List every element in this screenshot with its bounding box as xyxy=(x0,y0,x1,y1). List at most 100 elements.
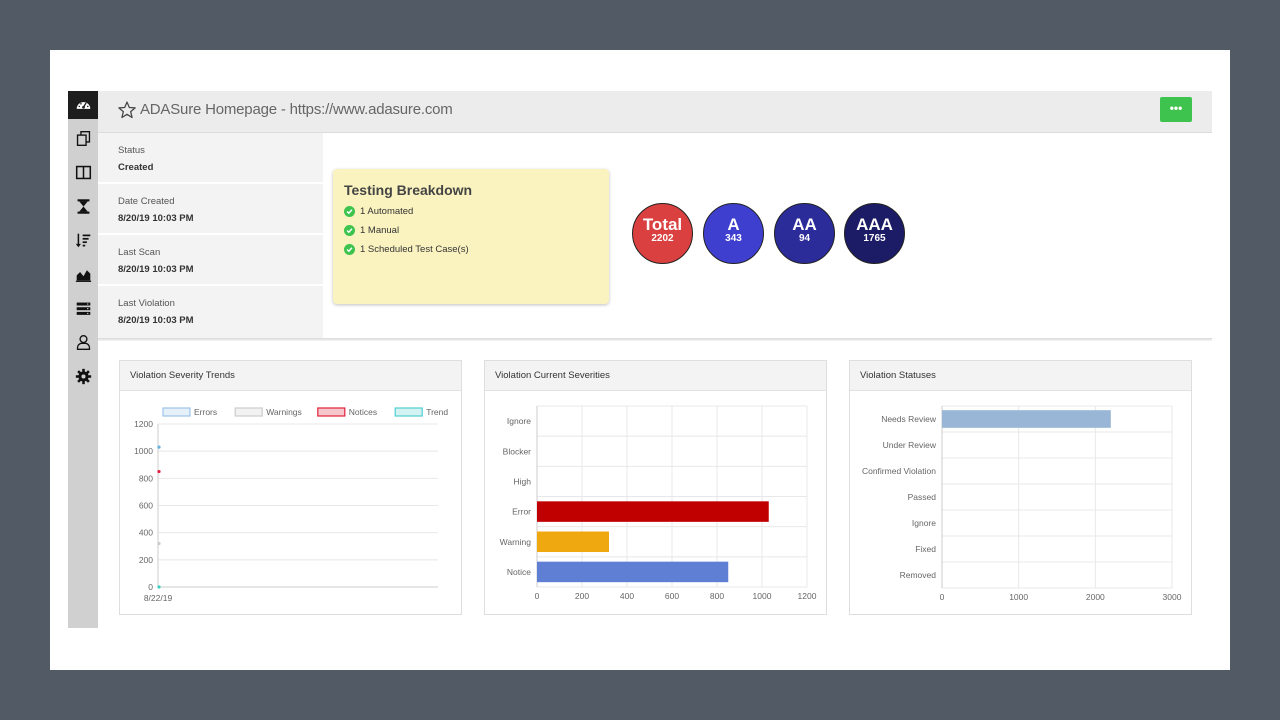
y-tick-label: 600 xyxy=(139,501,153,511)
area-chart-icon xyxy=(75,269,91,282)
app-window: ADASure Homepage - https://www.adasure.c… xyxy=(68,91,1212,628)
y-tick-label: Ignore xyxy=(507,416,531,426)
sidebar-item-dashboard[interactable] xyxy=(68,91,98,119)
x-tick-label: 1000 xyxy=(753,591,772,601)
star-icon[interactable] xyxy=(117,100,137,120)
level-aaa-value: 1765 xyxy=(863,233,886,244)
info-value: 8/20/19 10:03 PM xyxy=(118,315,194,326)
y-tick-label: Confirmed Violation xyxy=(862,466,936,476)
y-tick-label: 0 xyxy=(148,582,153,592)
x-tick-label: 0 xyxy=(940,592,945,602)
sidebar-item-copy[interactable] xyxy=(68,124,98,152)
page-title: ADASure Homepage - https://www.adasure.c… xyxy=(140,101,453,118)
current-severities-chart: 0 200 400 600 800 1000 1200 Ignore Blocker High Er… xyxy=(500,405,817,601)
level-aa-value: 94 xyxy=(798,233,811,244)
y-tick-label: Passed xyxy=(908,492,937,502)
more-options-button[interactable]: ••• xyxy=(1160,97,1192,122)
x-tick-label: 800 xyxy=(710,591,724,601)
sidebar-item-area-chart[interactable] xyxy=(68,260,98,288)
server-icon xyxy=(76,302,90,315)
panel-title: Violation Statuses xyxy=(850,361,1191,391)
legend-label: Warnings xyxy=(266,407,302,417)
sidebar xyxy=(68,91,98,628)
statuses-chart: 0 1000 2000 3000 Needs Review Under Review Con… xyxy=(862,405,1182,602)
sidebar-item-user[interactable] xyxy=(68,328,98,356)
check-circle-icon xyxy=(344,225,355,236)
total-label: Total xyxy=(642,215,683,234)
breakdown-item-label: 1 Manual xyxy=(360,225,400,236)
x-tick-label: 1200 xyxy=(798,591,817,601)
level-a-circle[interactable]: A 343 xyxy=(703,203,764,264)
columns-icon xyxy=(75,165,91,179)
legend-swatch xyxy=(162,407,191,417)
y-tick-label: High xyxy=(514,476,532,486)
info-row-last-scan: Last Scan 8/20/19 10:03 PM xyxy=(98,235,323,286)
sidebar-item-hourglass[interactable] xyxy=(68,192,98,220)
legend-label: Notices xyxy=(349,407,377,417)
user-icon xyxy=(76,334,90,350)
x-tick-label: 200 xyxy=(575,591,589,601)
info-label: Last Violation xyxy=(118,298,175,309)
severity-trends-chart: Errors Warnings Notices Trend 0 200 400 600 800 1… xyxy=(134,407,448,603)
gear-icon xyxy=(75,368,91,384)
project-info-panel: Status Created Date Created 8/20/19 10:0… xyxy=(98,133,323,338)
info-row-status: Status Created xyxy=(98,133,323,184)
breakdown-item: 1 Manual xyxy=(344,225,399,236)
info-value: Created xyxy=(118,162,154,173)
sidebar-item-columns[interactable] xyxy=(68,158,98,186)
data-point-warnings xyxy=(157,541,161,546)
y-tick-label: Removed xyxy=(900,570,937,580)
statuses-panel: Violation Statuses 0 1000 2000 3000 Needs Re… xyxy=(849,360,1192,615)
legend-swatch xyxy=(317,407,346,417)
copy-icon xyxy=(76,130,90,146)
level-a-value: 343 xyxy=(725,233,742,244)
sidebar-item-server[interactable] xyxy=(68,294,98,322)
x-tick-label: 3000 xyxy=(1163,592,1182,602)
level-aa-label: AA xyxy=(792,215,817,234)
section-divider xyxy=(98,338,1212,341)
panel-title: Violation Severity Trends xyxy=(120,361,461,391)
level-aa-circle[interactable]: AA 94 xyxy=(774,203,835,264)
severity-trends-panel: Violation Severity Trends Errors Warnings… xyxy=(119,360,462,615)
level-a-label: A xyxy=(727,215,740,234)
level-aaa-circle[interactable]: AAA 1765 xyxy=(844,203,905,264)
y-tick-label: Notice xyxy=(507,567,531,577)
y-tick-label: Ignore xyxy=(912,518,936,528)
panel-title: Violation Current Severities xyxy=(485,361,826,391)
breakdown-item-label: 1 Scheduled Test Case(s) xyxy=(360,244,469,255)
x-tick-label: 2000 xyxy=(1086,592,1105,602)
legend-label: Errors xyxy=(194,407,217,417)
check-circle-icon xyxy=(344,206,355,217)
header-bar: ADASure Homepage - https://www.adasure.c… xyxy=(98,91,1212,133)
y-tick-label: Error xyxy=(512,507,531,517)
legend-swatch xyxy=(234,407,263,417)
info-label: Date Created xyxy=(118,196,175,207)
slide: ADASure Homepage - https://www.adasure.c… xyxy=(50,50,1230,670)
info-label: Status xyxy=(118,145,145,156)
y-tick-label: Blocker xyxy=(503,446,532,456)
bar-error xyxy=(537,501,769,522)
sidebar-item-settings[interactable] xyxy=(68,362,98,390)
total-value: 2202 xyxy=(651,233,674,244)
info-row-last-violation: Last Violation 8/20/19 10:03 PM xyxy=(98,286,323,337)
legend-label: Trend xyxy=(426,407,448,417)
x-tick-label: 0 xyxy=(535,591,540,601)
x-tick-label: 1000 xyxy=(1009,592,1028,602)
sidebar-item-sort[interactable] xyxy=(68,226,98,254)
y-tick-label: 400 xyxy=(139,528,153,538)
y-tick-label: Under Review xyxy=(883,440,937,450)
check-circle-icon xyxy=(344,244,355,255)
data-point-notices xyxy=(157,469,161,474)
testing-breakdown-title: Testing Breakdown xyxy=(344,182,473,198)
y-tick-label: Fixed xyxy=(915,544,936,554)
breakdown-item-label: 1 Automated xyxy=(360,206,414,217)
y-tick-label: 200 xyxy=(139,555,153,565)
bar-notice xyxy=(537,561,729,583)
y-tick-label: 1200 xyxy=(134,419,153,429)
data-point-errors xyxy=(157,445,161,449)
hourglass-icon xyxy=(77,198,89,214)
y-tick-label: 1000 xyxy=(134,446,153,456)
info-value: 8/20/19 10:03 PM xyxy=(118,213,194,224)
total-count-circle[interactable]: Total 2202 xyxy=(632,203,693,264)
dashboard-icon xyxy=(76,101,90,109)
